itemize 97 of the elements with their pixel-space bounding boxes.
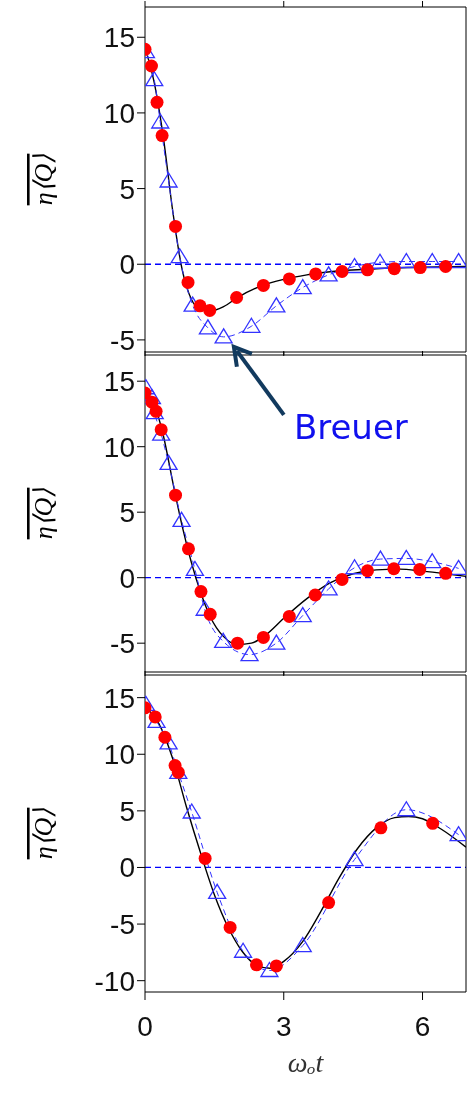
- point: [449, 559, 466, 576]
- point: [159, 172, 178, 188]
- point: [182, 803, 201, 819]
- point: [256, 278, 270, 292]
- point: [449, 252, 466, 269]
- y-tick-label: 15: [103, 22, 135, 54]
- y-axis-title: η⟨Q⟩: [29, 487, 58, 540]
- point: [148, 710, 162, 724]
- point: [413, 562, 427, 576]
- point: [387, 262, 401, 276]
- point: [203, 303, 217, 317]
- point: [231, 636, 245, 650]
- point: [158, 730, 172, 744]
- point: [360, 263, 374, 277]
- point: [426, 816, 440, 830]
- point: [194, 585, 208, 599]
- point: [154, 423, 168, 437]
- point: [267, 634, 286, 650]
- annotation: Breuer: [293, 406, 408, 447]
- x-axis-title: ωₒt: [287, 1047, 325, 1078]
- point: [282, 272, 296, 286]
- point: [150, 95, 164, 109]
- y-tick-label: -10: [94, 965, 135, 997]
- point: [374, 821, 388, 835]
- point: [322, 896, 336, 910]
- point: [360, 564, 374, 578]
- y-tick-label: 10: [103, 97, 135, 129]
- point: [309, 267, 323, 281]
- point: [172, 511, 191, 527]
- point: [423, 553, 442, 569]
- y-tick-label: 15: [103, 366, 135, 398]
- point: [242, 317, 261, 333]
- y-tick-label: 10: [103, 431, 135, 463]
- point: [214, 632, 233, 648]
- y-tick-label: 0: [119, 852, 135, 884]
- point: [345, 257, 364, 274]
- y-axis-title: η⟨Q⟩: [29, 807, 58, 860]
- y-axis-title: η⟨Q⟩: [29, 153, 58, 206]
- point: [233, 942, 253, 958]
- y-tick-label: -5: [110, 324, 135, 356]
- point: [319, 266, 338, 282]
- point: [155, 129, 169, 143]
- point: [185, 560, 205, 577]
- point: [145, 70, 164, 87]
- y-tick-label: 5: [119, 795, 135, 827]
- point: [249, 958, 263, 972]
- point: [145, 59, 158, 73]
- point: [230, 291, 244, 305]
- point: [198, 319, 218, 335]
- y-tick-label: 5: [119, 497, 135, 529]
- point: [256, 630, 270, 644]
- point: [170, 248, 189, 264]
- point: [397, 801, 416, 817]
- point: [169, 488, 183, 502]
- point: [345, 850, 364, 867]
- point: [240, 645, 259, 662]
- point: [293, 606, 312, 623]
- y-tick-label: 0: [119, 562, 135, 594]
- point: [267, 297, 286, 313]
- point: [439, 260, 453, 274]
- point: [371, 550, 390, 566]
- point: [203, 607, 217, 621]
- point: [181, 275, 195, 289]
- x-tick-label: 6: [414, 1010, 431, 1042]
- point: [387, 562, 401, 576]
- point: [308, 588, 322, 602]
- point: [449, 825, 466, 842]
- point: [370, 253, 390, 269]
- point: [293, 936, 312, 953]
- y-tick-label: 0: [119, 249, 135, 281]
- point: [208, 883, 227, 900]
- point: [335, 572, 349, 586]
- point: [397, 252, 416, 269]
- point: [282, 609, 296, 623]
- point: [260, 961, 279, 978]
- point: [413, 261, 427, 275]
- point: [198, 851, 212, 865]
- y-tick-label: -5: [110, 628, 135, 660]
- point: [149, 404, 163, 418]
- y-tick-label: -5: [110, 909, 135, 941]
- point: [335, 265, 349, 278]
- point: [181, 542, 195, 556]
- point: [151, 113, 170, 129]
- point: [293, 278, 312, 295]
- x-tick-label: 3: [275, 1010, 292, 1042]
- point: [397, 549, 416, 566]
- point: [439, 566, 453, 580]
- point: [214, 328, 233, 344]
- y-tick-label: 5: [119, 173, 135, 205]
- y-tick-label: 10: [103, 739, 135, 771]
- point: [223, 920, 237, 934]
- point: [169, 219, 183, 233]
- point: [319, 580, 338, 596]
- y-tick-label: 15: [103, 682, 135, 714]
- point: [345, 559, 364, 575]
- point: [423, 252, 442, 269]
- point: [159, 454, 178, 470]
